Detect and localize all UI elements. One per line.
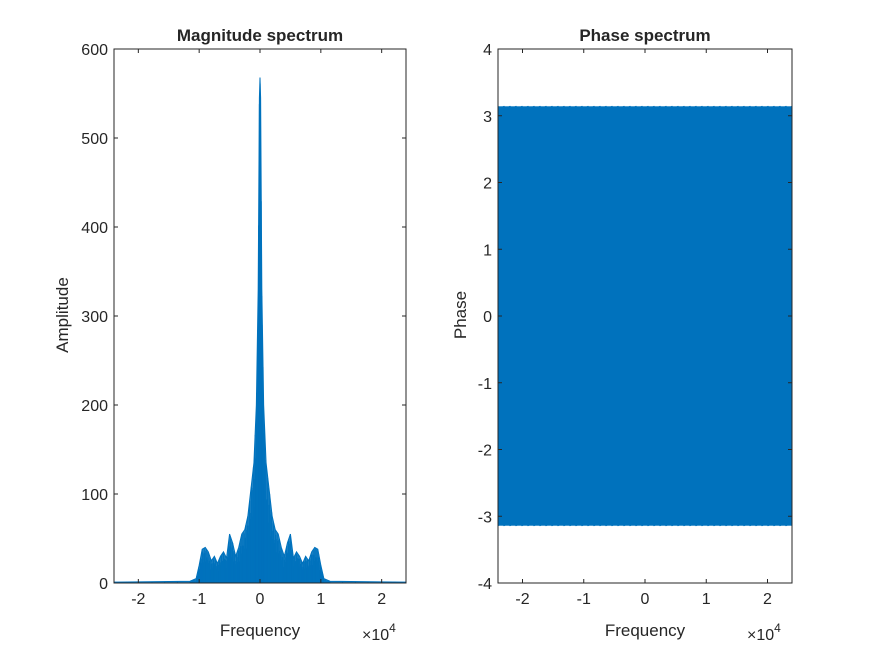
magnitude-x-tick-label: 0: [256, 591, 265, 608]
phase-series-band: [498, 106, 792, 526]
phase-y-tick-label: 1: [483, 242, 492, 259]
magnitude-y-tick-label: 300: [81, 309, 108, 326]
magnitude-series-line: [114, 77, 406, 583]
phase-y-label: Phase: [451, 291, 470, 339]
magnitude-x-tick-label: 1: [316, 591, 325, 608]
magnitude-x-tick-label: -1: [192, 591, 206, 608]
phase-x-label: Frequency: [605, 621, 686, 640]
phase-y-tick-label: 0: [483, 309, 492, 326]
magnitude-x-label: Frequency: [220, 621, 301, 640]
magnitude-y-tick-label: 200: [81, 398, 108, 415]
phase-y-tick-label: 2: [483, 176, 492, 193]
magnitude-series-spikes: [114, 83, 394, 583]
phase-plot-area: [497, 48, 793, 584]
magnitude-title: Magnitude spectrum: [177, 26, 343, 45]
phase-x-tick-label: 2: [763, 591, 772, 608]
phase-y-tick-label: 3: [483, 109, 492, 126]
phase-y-ticks: -4 -3 -2 -1 0 1 2 3 4: [478, 42, 792, 593]
phase-x-tick-label: -2: [515, 591, 529, 608]
phase-y-tick-label: -2: [478, 443, 492, 460]
phase-x-exponent-power: 4: [774, 621, 781, 635]
magnitude-y-tick-label: 500: [81, 131, 108, 148]
magnitude-x-ticks: -2 -1 0 1 2: [131, 49, 386, 608]
magnitude-y-ticks: 0 100 200 300 400 500 600: [81, 42, 406, 593]
magnitude-y-tick-label: 400: [81, 220, 108, 237]
phase-y-tick-label: -3: [478, 509, 492, 526]
magnitude-y-tick-label: 600: [81, 42, 108, 59]
magnitude-y-tick-label: 100: [81, 487, 108, 504]
magnitude-x-tick-label: -2: [131, 591, 145, 608]
phase-title: Phase spectrum: [579, 26, 710, 45]
phase-x-exponent-base: ×10: [747, 627, 774, 644]
phase-x-tick-label: -1: [577, 591, 591, 608]
magnitude-x-exponent-base: ×10: [362, 627, 389, 644]
phase-x-tick-label: 1: [702, 591, 711, 608]
phase-band-top-edge: [497, 105, 793, 109]
phase-x-exponent: ×104: [747, 621, 781, 644]
phase-axes: Phase spectrum -2 -1 0 1 2 -4 -3 -2 -1 0 1 2 3 4 Fre…: [451, 26, 793, 644]
phase-y-tick-label: 4: [483, 42, 492, 59]
magnitude-x-exponent: ×104: [362, 621, 396, 644]
phase-x-ticks: -2 -1 0 1 2: [515, 49, 772, 608]
magnitude-plot-area: [113, 48, 407, 584]
phase-y-tick-label: -1: [478, 376, 492, 393]
magnitude-y-tick-label: 0: [99, 576, 108, 593]
magnitude-x-exponent-power: 4: [389, 621, 396, 635]
phase-y-tick-label: -4: [478, 576, 492, 593]
phase-x-tick-label: 0: [641, 591, 650, 608]
magnitude-axes: Magnitude spectrum -2 -1 0 1 2 0 100 200 300 400…: [53, 26, 407, 644]
magnitude-y-label: Amplitude: [53, 277, 72, 353]
phase-band-bottom-edge: [497, 523, 793, 527]
magnitude-x-tick-label: 2: [377, 591, 386, 608]
